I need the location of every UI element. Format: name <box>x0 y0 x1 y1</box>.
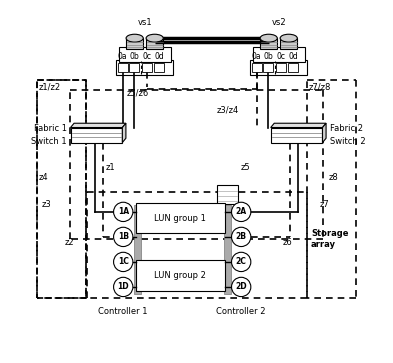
Text: Switch 2: Switch 2 <box>330 137 365 146</box>
Text: Controller 1: Controller 1 <box>99 307 148 317</box>
Text: z4: z4 <box>38 174 48 183</box>
Text: 1C: 1C <box>118 257 129 266</box>
Bar <box>224 205 231 294</box>
FancyBboxPatch shape <box>126 38 143 49</box>
Text: z7/z8: z7/z8 <box>309 82 331 91</box>
Circle shape <box>231 227 251 246</box>
FancyBboxPatch shape <box>146 38 163 49</box>
FancyBboxPatch shape <box>276 63 286 72</box>
Text: 0b: 0b <box>129 52 139 61</box>
Circle shape <box>231 202 251 221</box>
FancyBboxPatch shape <box>119 47 171 62</box>
Text: Fabric 1: Fabric 1 <box>34 124 67 133</box>
Text: vs1: vs1 <box>138 18 152 27</box>
FancyBboxPatch shape <box>116 60 173 75</box>
Text: z7: z7 <box>320 200 330 209</box>
Text: 1A: 1A <box>118 207 129 216</box>
Text: Switch 1: Switch 1 <box>31 137 67 146</box>
Ellipse shape <box>126 34 143 42</box>
FancyBboxPatch shape <box>252 63 262 72</box>
FancyBboxPatch shape <box>288 63 298 72</box>
Ellipse shape <box>146 34 163 42</box>
Polygon shape <box>271 123 326 127</box>
Ellipse shape <box>260 34 277 42</box>
Text: 2B: 2B <box>236 232 247 241</box>
Circle shape <box>231 277 251 297</box>
Text: Storage
array: Storage array <box>311 229 348 249</box>
FancyBboxPatch shape <box>260 38 277 49</box>
Circle shape <box>114 277 133 297</box>
Text: 2A: 2A <box>236 207 247 216</box>
Text: 0c: 0c <box>277 52 286 61</box>
Text: z1: z1 <box>105 163 115 172</box>
Text: 0a: 0a <box>118 52 127 61</box>
Text: LUN group 1: LUN group 1 <box>154 214 206 223</box>
Text: z6: z6 <box>282 238 292 247</box>
FancyBboxPatch shape <box>136 203 225 233</box>
Polygon shape <box>70 123 126 127</box>
Text: z8: z8 <box>329 174 338 183</box>
Text: 0c: 0c <box>143 52 152 61</box>
Text: 1B: 1B <box>118 232 129 241</box>
Text: Fabric 2: Fabric 2 <box>330 124 363 133</box>
Polygon shape <box>323 123 326 143</box>
Text: z3: z3 <box>42 200 52 209</box>
FancyBboxPatch shape <box>217 185 238 204</box>
Text: 0d: 0d <box>154 52 164 61</box>
FancyBboxPatch shape <box>280 38 297 49</box>
Bar <box>134 205 141 294</box>
FancyBboxPatch shape <box>253 47 305 62</box>
Text: 2C: 2C <box>236 257 247 266</box>
FancyBboxPatch shape <box>70 127 122 143</box>
Polygon shape <box>122 123 126 143</box>
FancyBboxPatch shape <box>154 63 164 72</box>
Text: 2D: 2D <box>235 282 247 291</box>
Text: vs2: vs2 <box>272 18 286 27</box>
FancyBboxPatch shape <box>136 260 225 290</box>
Text: z5: z5 <box>241 163 250 172</box>
Circle shape <box>114 202 133 221</box>
FancyBboxPatch shape <box>271 127 323 143</box>
Text: LUN group 2: LUN group 2 <box>154 271 206 280</box>
Text: Controller 2: Controller 2 <box>217 307 266 317</box>
Text: 0a: 0a <box>252 52 261 61</box>
Text: z5/z6: z5/z6 <box>127 88 149 97</box>
Circle shape <box>231 252 251 272</box>
Circle shape <box>114 252 133 272</box>
Text: z2: z2 <box>64 238 74 247</box>
Circle shape <box>114 227 133 246</box>
FancyBboxPatch shape <box>118 63 127 72</box>
Text: 0d: 0d <box>288 52 298 61</box>
Text: 0b: 0b <box>263 52 273 61</box>
Ellipse shape <box>280 34 297 42</box>
FancyBboxPatch shape <box>250 60 307 75</box>
FancyBboxPatch shape <box>129 63 139 72</box>
FancyBboxPatch shape <box>142 63 152 72</box>
Text: z3/z4: z3/z4 <box>216 106 239 114</box>
FancyBboxPatch shape <box>263 63 273 72</box>
Text: 1D: 1D <box>118 282 129 291</box>
Text: z1/z2: z1/z2 <box>38 82 60 91</box>
